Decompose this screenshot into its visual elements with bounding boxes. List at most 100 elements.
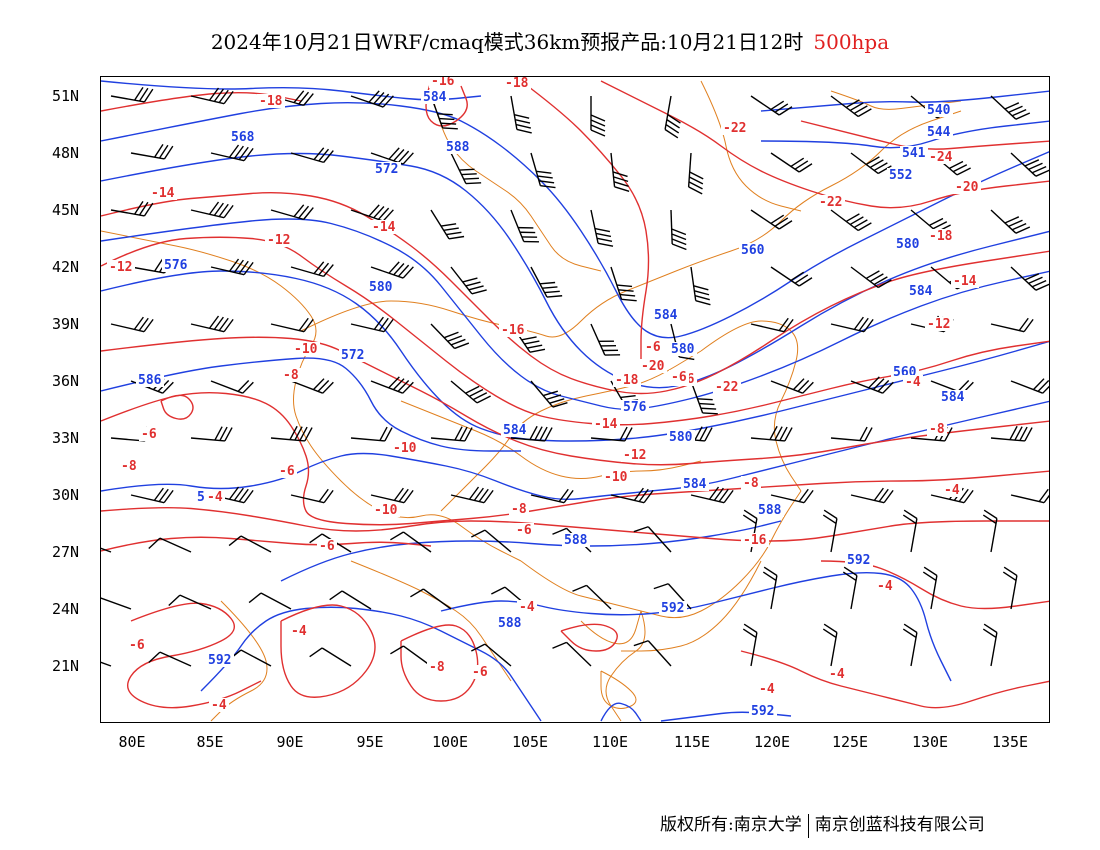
contour-label-bg <box>265 233 293 247</box>
lat-tick-label: 39N <box>52 315 80 333</box>
contour-label: -4 <box>877 579 893 594</box>
contour-label-bg <box>209 698 229 712</box>
contour-label-bg <box>429 77 457 88</box>
contour-label: -24 <box>929 150 953 165</box>
wind-barb <box>922 566 938 610</box>
wind-barb <box>190 201 234 219</box>
contour-label: -14 <box>151 186 175 201</box>
contour-label-bg <box>372 503 400 517</box>
height-contour <box>760 90 1049 112</box>
contour-label-bg <box>669 342 697 356</box>
contour-label: 572 <box>341 348 364 363</box>
contour-label-bg <box>907 284 935 298</box>
lon-tick-label: 110E <box>591 733 629 751</box>
lon-tick-label: 125E <box>831 733 869 751</box>
wind-barb <box>148 537 192 553</box>
contour-label: -6 <box>516 523 532 538</box>
contour-label: -10 <box>374 503 398 518</box>
wind-barb <box>530 152 556 189</box>
title-main: 2024年10月21日WRF/cmaq模式36km预报产品:10月21日12时 <box>210 30 804 54</box>
wind-barb <box>552 641 592 667</box>
height-contour <box>440 571 952 682</box>
wind-barb <box>148 651 192 667</box>
contour-label: -12 <box>927 317 950 332</box>
contour-label: 544 <box>927 125 951 140</box>
contour-label-bg <box>509 502 529 516</box>
temperature-contour <box>560 623 618 652</box>
wind-barb <box>390 531 432 553</box>
height-contour <box>200 606 542 722</box>
contour-label-bg <box>444 140 472 154</box>
wind-barb <box>1010 378 1049 394</box>
wind-barb <box>228 649 272 667</box>
lon-tick-label: 120E <box>753 733 791 751</box>
lat-tick-label: 45N <box>52 201 80 219</box>
wind-barb <box>390 645 432 667</box>
lon-tick-label: 90E <box>276 733 304 751</box>
contour-label: -14 <box>953 274 977 289</box>
wind-barb <box>910 209 951 233</box>
wind-barb <box>850 487 894 504</box>
contour-label: 588 <box>446 140 470 155</box>
contour-label-bg <box>900 146 928 160</box>
contour-label-bg <box>592 417 620 431</box>
lat-tick-label: 21N <box>52 657 80 675</box>
contour-label-bg <box>373 162 401 176</box>
contour-label-bg <box>925 103 953 117</box>
contour-label: 540 <box>927 103 951 118</box>
contour-label: -10 <box>604 470 628 485</box>
height-contour <box>600 702 642 722</box>
temperature-contour <box>425 80 468 127</box>
lon-tick-label: 85E <box>196 733 224 751</box>
temperature-contour <box>740 650 1049 709</box>
height-contour <box>101 152 1049 389</box>
contour-label: -22 <box>723 121 746 136</box>
wind-barb <box>830 426 873 442</box>
wind-barb <box>430 209 465 240</box>
contour-label-bg <box>149 186 177 200</box>
contour-label: -22 <box>715 380 738 395</box>
wind-barb <box>350 204 394 222</box>
contour-label-bg <box>514 523 534 537</box>
contour-label-bg <box>621 448 649 462</box>
contour-label-bg <box>827 667 847 681</box>
wind-barb <box>168 594 212 610</box>
contour-label-bg <box>925 317 953 331</box>
wind-barb <box>270 204 314 221</box>
lon-tick-label: 80E <box>118 733 146 751</box>
contour-label: 580 <box>669 430 693 445</box>
boundary-line <box>605 610 646 722</box>
wind-barb <box>430 426 473 442</box>
contour-label: 541 <box>902 146 926 161</box>
contour-label-bg <box>317 539 337 553</box>
boundary-line <box>700 320 802 492</box>
wind-barb <box>1010 488 1049 504</box>
lat-tick-label: 42N <box>52 258 80 276</box>
contour-label-bg <box>107 260 135 274</box>
contour-label-bg <box>206 653 234 667</box>
contour-label-bg <box>503 77 531 90</box>
wind-barb <box>770 488 814 504</box>
wind-barb <box>430 323 470 350</box>
temperature-contour <box>400 624 479 702</box>
contour-label-bg <box>749 704 777 718</box>
contour-label-bg <box>339 348 367 362</box>
contour-label-bg <box>292 342 320 356</box>
contour-label: 588 <box>564 533 588 548</box>
contour-label-bg <box>903 375 923 389</box>
contour-label-bg <box>470 665 490 679</box>
footer-credits: 版权所有:南京大学 南京创蓝科技有限公司 <box>660 810 985 838</box>
weather-map: 584 568 588 572 552 544 540 541 576 560 580 584 572 5… <box>101 77 1049 722</box>
contour-label-bg <box>875 579 895 593</box>
contour-label: -4 <box>519 600 535 615</box>
map-title: 2024年10月21日WRF/cmaq模式36km预报产品:10月21日12时 5… <box>0 26 1100 55</box>
contour-label: 572 <box>375 162 398 177</box>
wind-barb <box>290 378 334 394</box>
wind-barb <box>270 425 313 442</box>
contour-label-bg <box>257 94 285 108</box>
lat-tick-label: 24N <box>52 600 80 618</box>
height-contour <box>101 357 521 452</box>
wind-barb <box>110 87 154 103</box>
wind-barb <box>350 90 394 108</box>
wind-barb <box>450 152 482 185</box>
